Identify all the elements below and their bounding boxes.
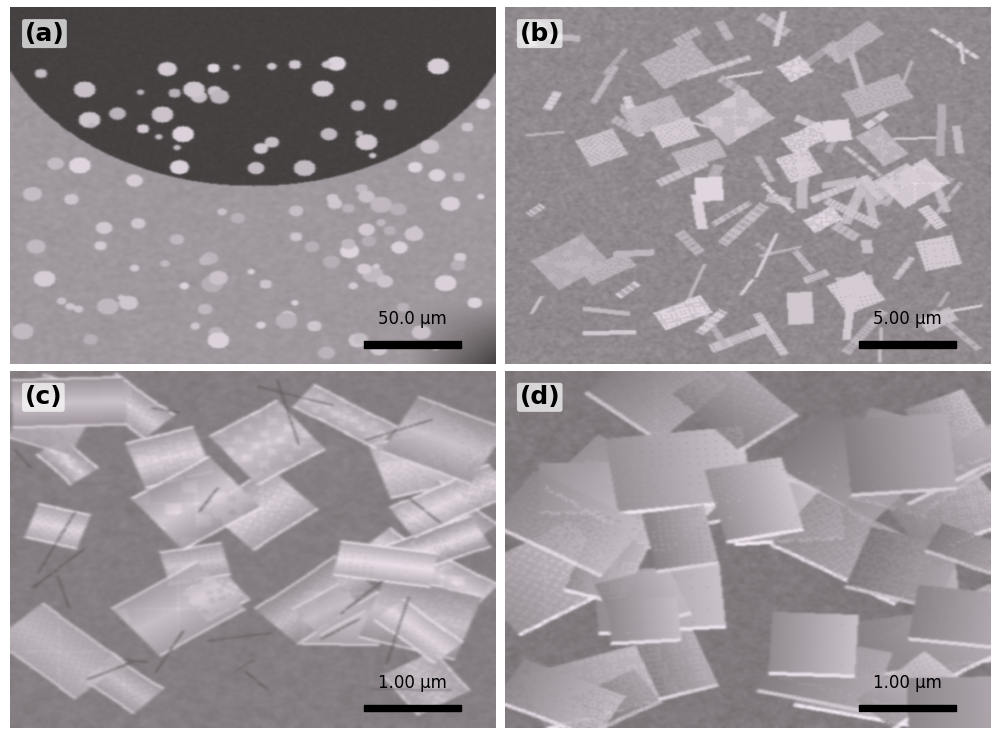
- Bar: [364, 341, 461, 348]
- Bar: [364, 705, 461, 711]
- Text: 1.00 μm: 1.00 μm: [378, 674, 447, 692]
- Text: (d): (d): [519, 385, 560, 409]
- Text: 1.00 μm: 1.00 μm: [873, 674, 942, 692]
- Text: (a): (a): [25, 21, 64, 46]
- Bar: [859, 705, 956, 711]
- Bar: [859, 341, 956, 348]
- Text: (c): (c): [25, 385, 62, 409]
- Text: 5.00 μm: 5.00 μm: [873, 310, 942, 328]
- Text: 50.0 μm: 50.0 μm: [378, 310, 447, 328]
- Text: (b): (b): [519, 21, 560, 46]
